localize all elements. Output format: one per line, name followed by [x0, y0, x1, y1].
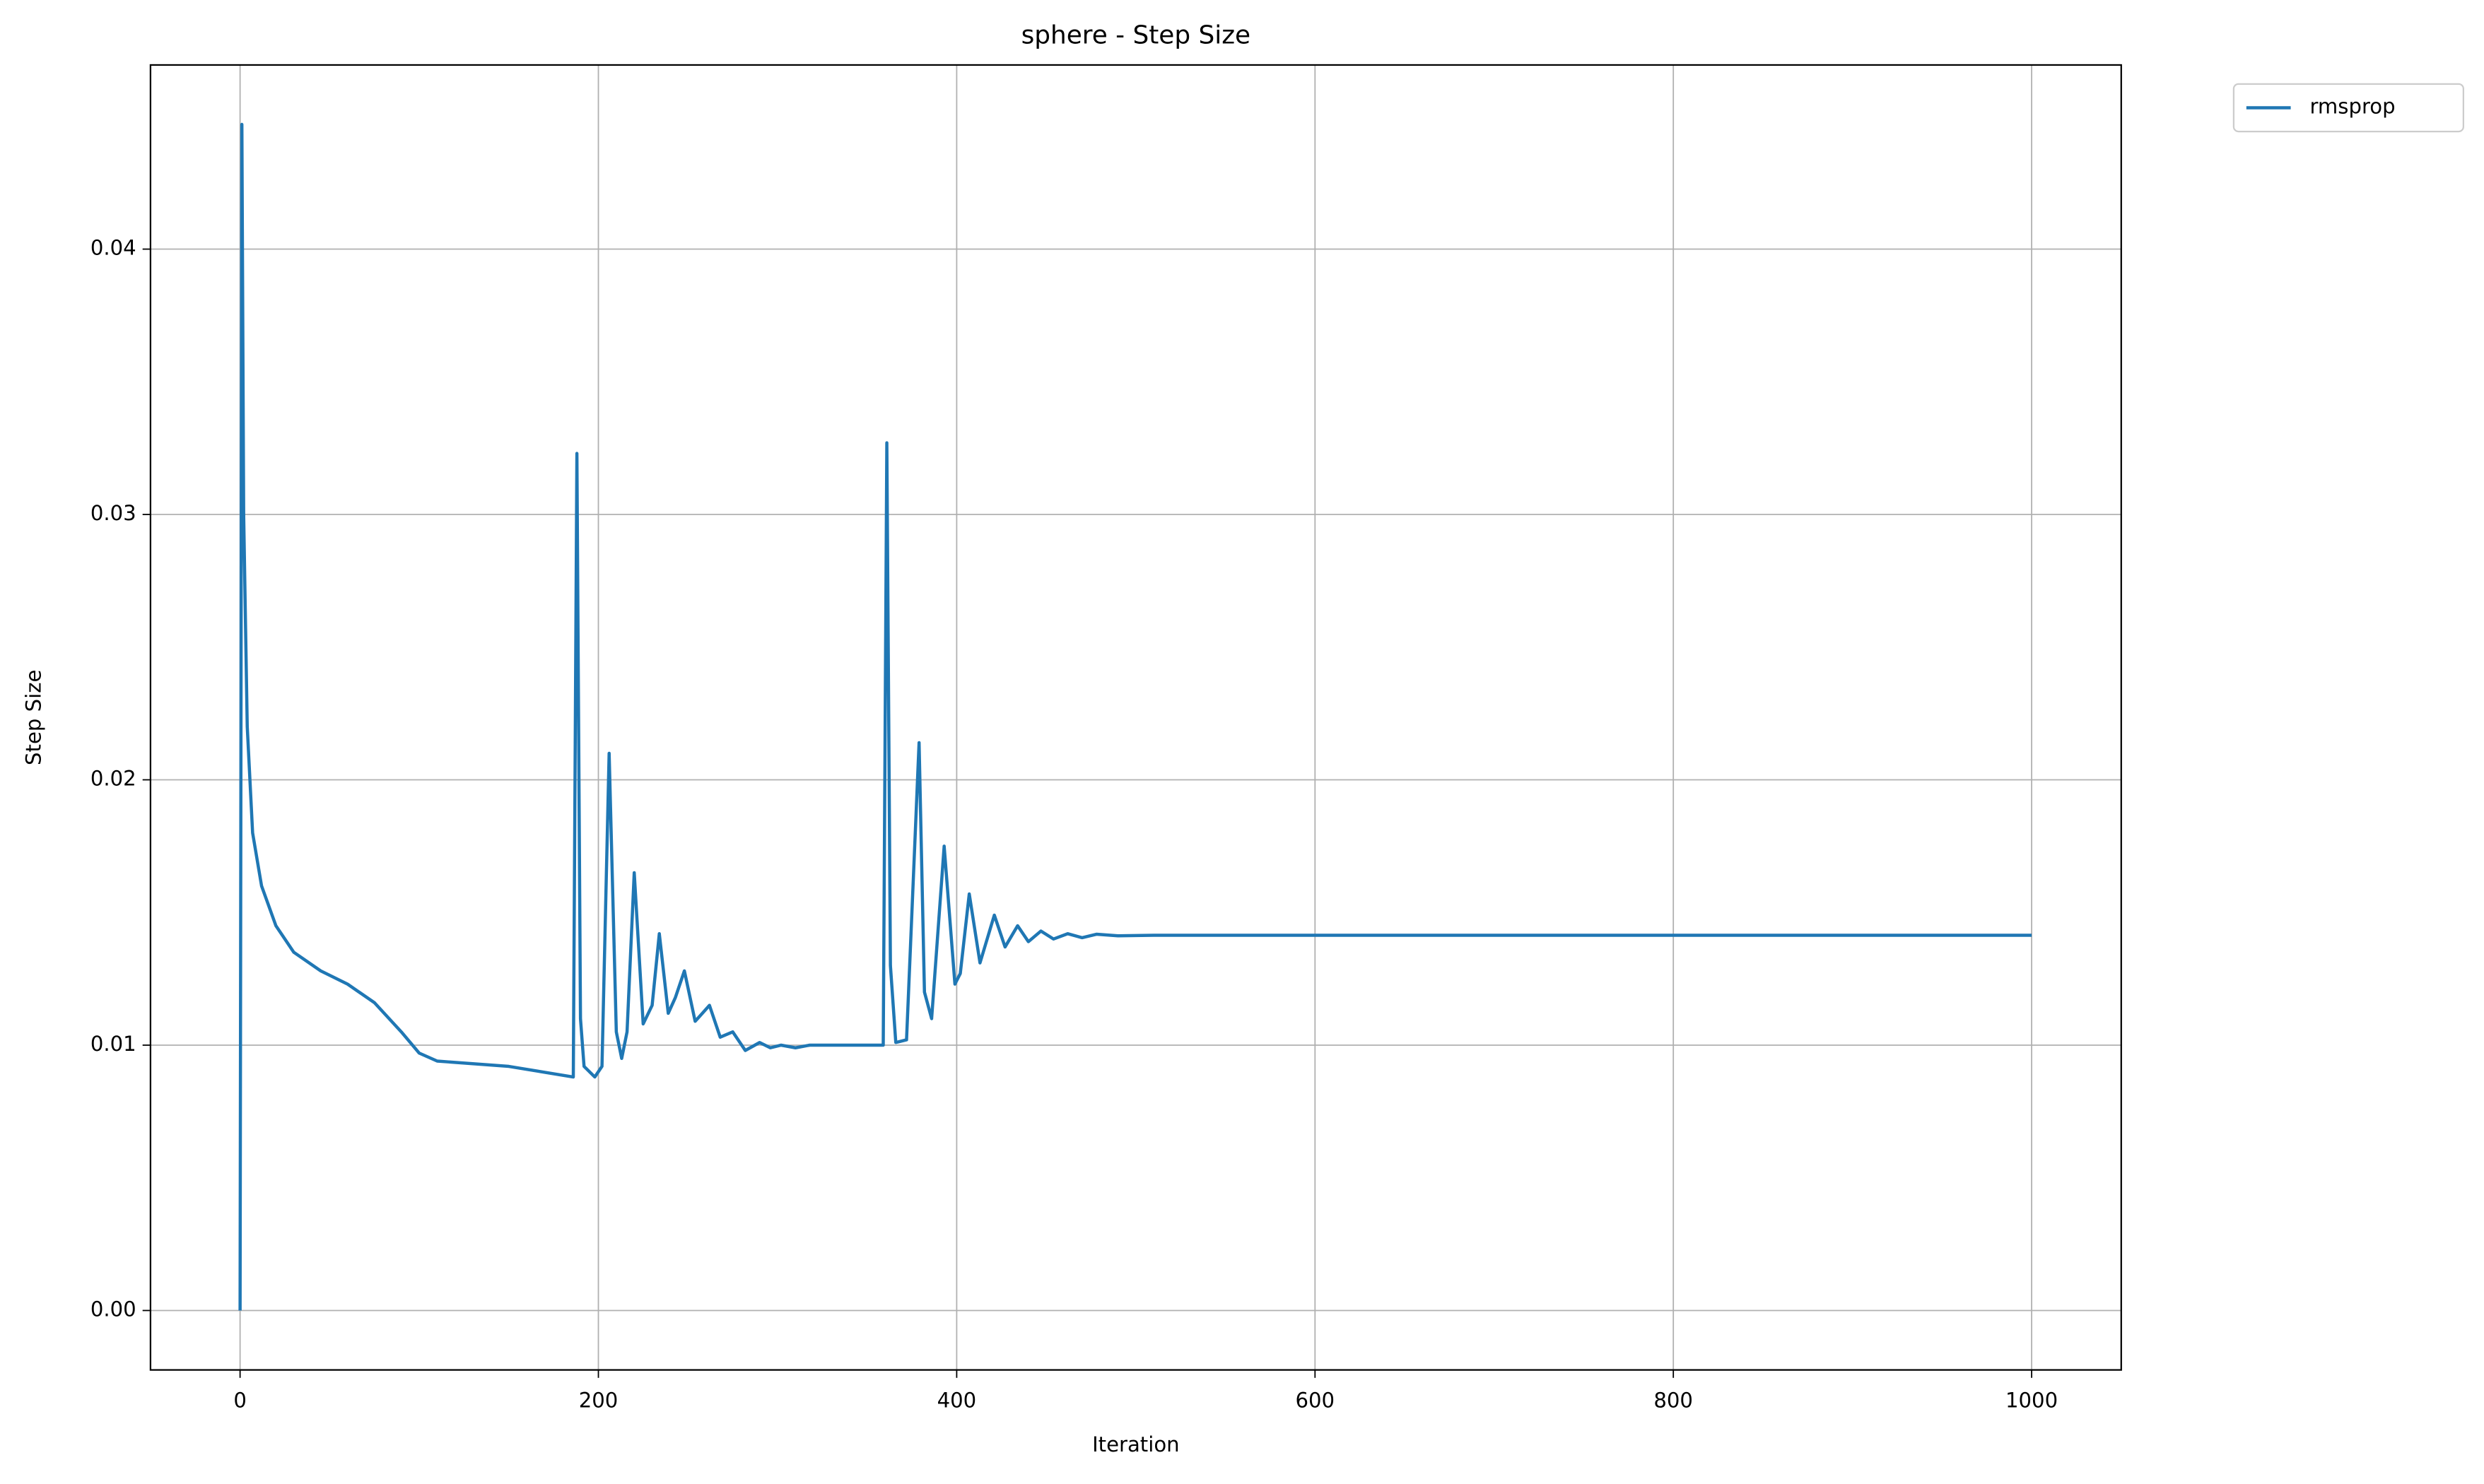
- chart-title: sphere - Step Size: [1021, 21, 1251, 50]
- x-tick-label: 600: [1295, 1388, 1335, 1412]
- x-tick-label: 200: [579, 1388, 619, 1412]
- plot-frame: [149, 64, 2122, 1371]
- legend-box: [2232, 83, 2464, 133]
- x-tick-label: 800: [1653, 1388, 1693, 1412]
- data-line: [238, 122, 2032, 1311]
- y-tick-label: 0.00: [90, 1297, 136, 1321]
- y-axis-label: Step Size: [21, 670, 45, 765]
- x-axis-label: Iteration: [1092, 1432, 1180, 1456]
- legend-label: rmsprop: [2309, 94, 2395, 118]
- x-tick-label: 0: [233, 1388, 247, 1412]
- y-tick-label: 0.01: [90, 1032, 136, 1056]
- y-tick-label: 0.02: [90, 767, 136, 791]
- x-tick-label: 400: [937, 1388, 977, 1412]
- y-tick-label: 0.03: [90, 501, 136, 525]
- y-tick-label: 0.04: [90, 236, 136, 260]
- x-tick-label: 1000: [2005, 1388, 2058, 1412]
